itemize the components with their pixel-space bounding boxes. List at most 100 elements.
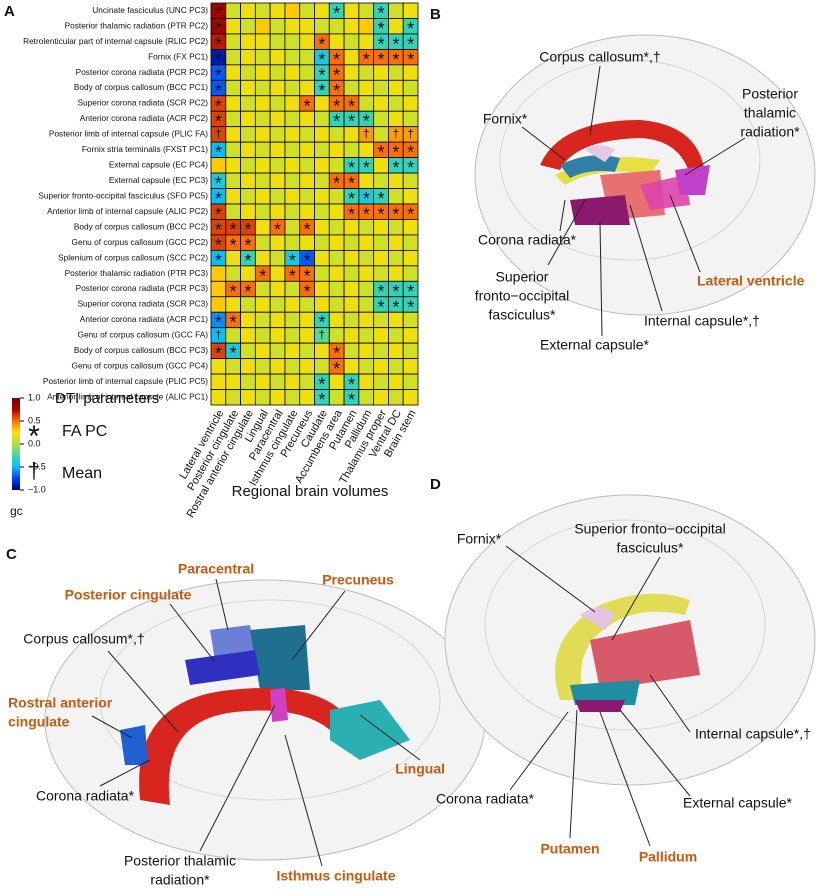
x-axis-label: Regional brain volumes — [232, 483, 389, 500]
significance-marker: * — [333, 3, 340, 23]
structure-label: radiation* — [740, 124, 800, 140]
structure-label: Paracentral — [178, 561, 254, 577]
heatmap-cell — [269, 249, 286, 267]
leader-line — [611, 556, 661, 641]
heatmap-cell — [284, 141, 301, 159]
heatmap-cell — [240, 373, 256, 390]
structure-label: Lateral ventricle — [697, 273, 805, 289]
heatmap-cell — [314, 249, 330, 267]
significance-marker: * — [333, 50, 340, 70]
heatmap-cell — [388, 188, 404, 205]
heatmap-cell — [240, 79, 256, 97]
heatmap-cell — [284, 95, 301, 112]
heatmap-cell — [240, 172, 256, 189]
heatmap-cell — [254, 296, 271, 313]
significance-marker: * — [378, 282, 385, 302]
heatmap-cell — [284, 358, 301, 375]
heatmap-cell — [358, 265, 375, 282]
row-label: Body of corpus callosum (BCC PC2) — [74, 221, 208, 231]
heatmap-cell — [284, 64, 301, 81]
structure-label: Corona radiata* — [436, 791, 535, 807]
significance-marker: † — [363, 127, 370, 141]
heatmap-cell — [269, 265, 286, 282]
heatmap-cell — [299, 203, 315, 220]
structure-label: Internal capsule*,† — [695, 726, 811, 742]
structure-label: Posterior cingulate — [65, 587, 192, 603]
heatmap-cell — [240, 64, 256, 81]
significance-marker: * — [363, 50, 370, 70]
structure-label: Isthmus cingulate — [276, 868, 395, 884]
heatmap-cell — [269, 18, 286, 35]
heatmap-cell — [299, 126, 315, 143]
colorbar-tick-label: 0.0 — [28, 438, 41, 448]
heatmap-cell — [373, 157, 389, 174]
heatmap-cell — [284, 18, 301, 35]
heatmap-cell — [343, 79, 360, 97]
leader-line — [599, 221, 603, 337]
heatmap-cell — [254, 234, 271, 251]
heatmap-cell — [269, 342, 286, 360]
heatmap-cell — [343, 126, 360, 143]
leader-line — [284, 734, 323, 867]
heatmap-cell — [402, 172, 419, 189]
brain-c — [44, 579, 486, 861]
heatmap-cell — [358, 280, 375, 298]
heatmap-cell — [254, 327, 271, 344]
significance-marker: * — [318, 50, 325, 70]
leader-line — [91, 715, 133, 739]
heatmap-cell — [284, 296, 301, 313]
heatmap-cell — [254, 95, 271, 112]
heatmap-cell — [343, 48, 360, 66]
heatmap-cell — [343, 33, 360, 50]
heatmap-cell — [328, 33, 345, 50]
significance-marker: * — [348, 174, 355, 194]
heatmap-cell — [284, 203, 301, 220]
significance-marker: * — [215, 65, 222, 85]
heatmap-cell — [373, 172, 389, 189]
heatmap-cell — [358, 311, 375, 329]
structure-label: Precuneus — [322, 572, 394, 588]
significance-marker: * — [304, 96, 311, 116]
heatmap-cell — [240, 95, 256, 112]
structure-label: Posterior — [742, 86, 798, 102]
structure-label: thalamic — [744, 105, 796, 121]
leader-line — [599, 711, 651, 847]
significance-marker: * — [348, 375, 355, 395]
heatmap-cell — [225, 172, 241, 189]
heatmap-cell — [388, 311, 404, 329]
significance-marker: * — [407, 158, 414, 178]
heatmap-cell — [225, 389, 241, 406]
heatmap-cell — [225, 33, 241, 50]
significance-marker: * — [333, 174, 340, 194]
row-label: Posterior thalamic radiation (PTR PC3) — [65, 268, 209, 278]
significance-marker: * — [348, 112, 355, 132]
structure-label: Rostral anterior — [8, 695, 113, 711]
heatmap-cell — [299, 64, 315, 81]
legend-label: FA PC — [62, 423, 107, 440]
heatmap-cell — [240, 188, 256, 205]
row-label: Superior fronto-occipital fasciculus (SF… — [38, 190, 208, 200]
heatmap-cell — [328, 311, 345, 329]
heatmap-cell — [373, 64, 389, 81]
heatmap-cell — [358, 327, 375, 344]
significance-marker: * — [215, 189, 222, 209]
heatmap-cell — [328, 296, 345, 313]
significance-marker: * — [215, 50, 222, 70]
heatmap-cell — [254, 33, 271, 50]
heatmap-cell — [328, 157, 345, 174]
heatmap-cell — [299, 110, 315, 128]
heatmap-cell — [343, 342, 360, 360]
significance-marker: † — [215, 328, 222, 342]
heatmap-cell — [299, 188, 315, 205]
heatmap-cell — [373, 234, 389, 251]
panel-letter: A — [4, 3, 15, 20]
heatmap-cell — [225, 110, 241, 128]
heatmap-cell — [254, 342, 271, 360]
significance-marker: * — [407, 19, 414, 39]
heatmap-cell — [254, 389, 271, 406]
significance-marker: † — [319, 328, 326, 342]
heatmap-cell — [210, 265, 227, 282]
heatmap-cell — [314, 265, 330, 282]
significance-marker: * — [392, 297, 399, 317]
heatmap-cell — [314, 358, 330, 375]
